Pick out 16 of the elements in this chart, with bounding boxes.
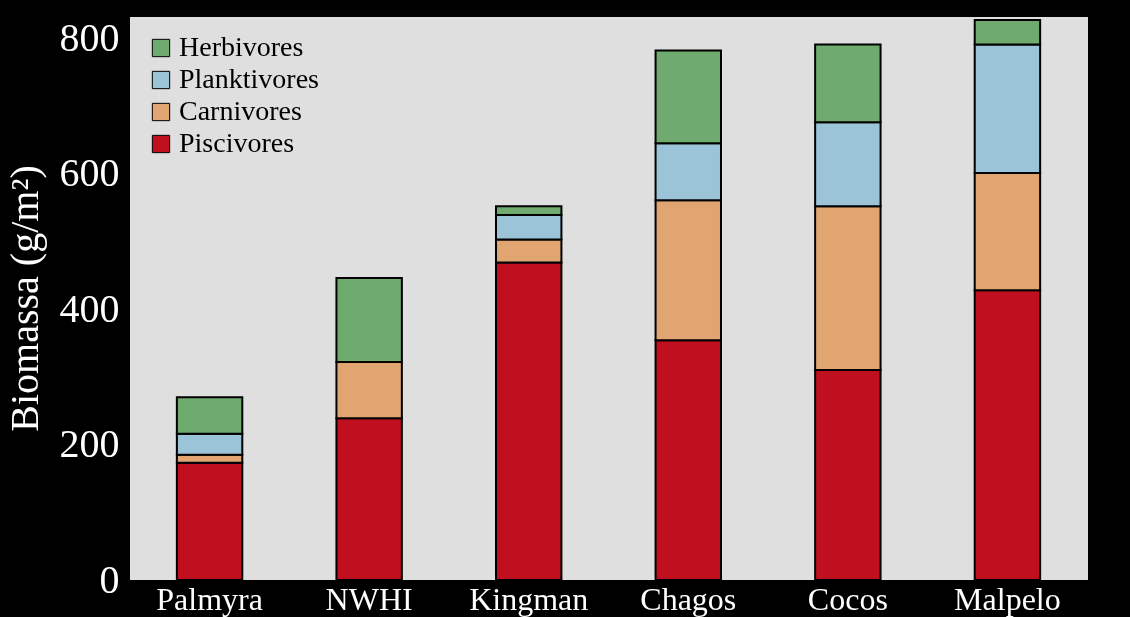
y-axis-title: Biomassa (g/m²) — [1, 165, 47, 432]
legend-label: Planktivores — [179, 63, 319, 94]
y-tick-label: 600 — [59, 150, 120, 196]
legend-label: Carnivores — [179, 95, 302, 126]
x-tick-label: Kingman — [469, 580, 589, 617]
y-tick-label: 400 — [59, 285, 120, 331]
y-tick-label: 0 — [99, 556, 120, 602]
legend-label: Piscivores — [179, 127, 295, 158]
x-tick-label: Palmyra — [156, 580, 263, 617]
x-tick-label: Chagos — [640, 580, 737, 617]
x-tick-label: Cocos — [807, 580, 888, 617]
x-tick-label: Malpelo — [954, 580, 1061, 617]
legend-label: Herbivores — [179, 31, 304, 62]
y-tick-label: 800 — [59, 14, 120, 60]
y-tick-label: 200 — [59, 421, 120, 467]
x-tick-label: NWHI — [325, 580, 413, 617]
